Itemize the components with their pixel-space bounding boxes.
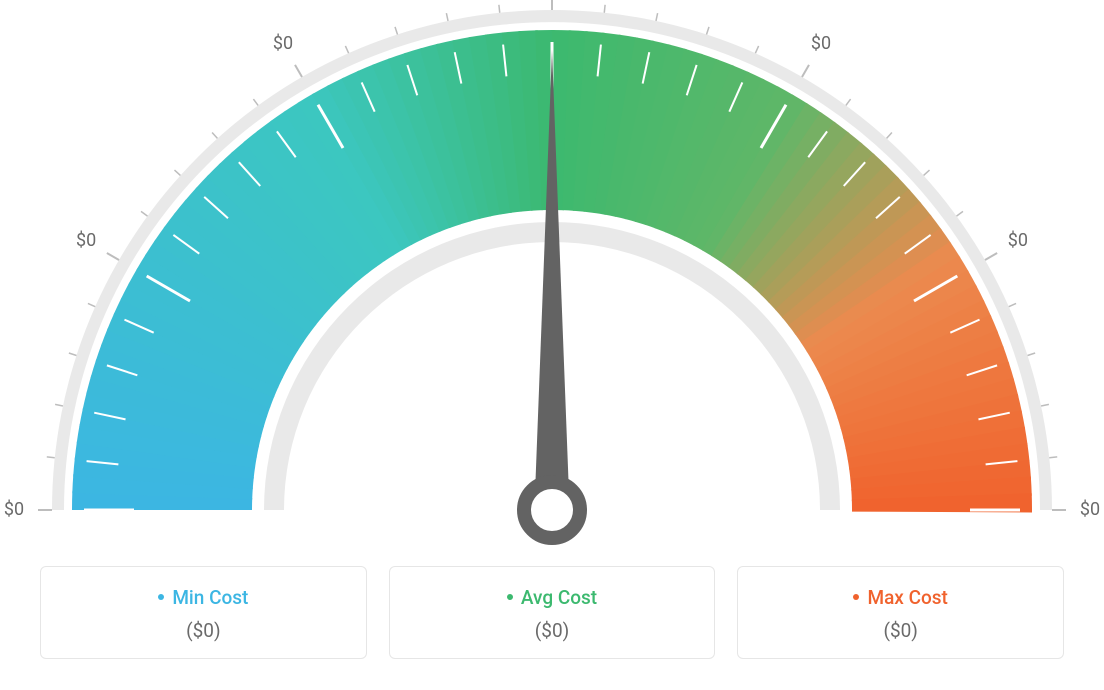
legend-dot-min bbox=[158, 594, 164, 600]
gauge-chart: $0$0$0$0$0$0$0 bbox=[0, 0, 1104, 560]
legend-row: Min Cost ($0) Avg Cost ($0) Max Cost ($0… bbox=[0, 566, 1104, 659]
legend-dot-max bbox=[853, 594, 859, 600]
legend-card-avg: Avg Cost ($0) bbox=[389, 566, 716, 659]
legend-label-min: Min Cost bbox=[172, 586, 248, 609]
legend-value-avg: ($0) bbox=[404, 619, 701, 642]
legend-label-max: Max Cost bbox=[867, 586, 947, 609]
scale-label: $0 bbox=[273, 33, 293, 54]
scale-label: $0 bbox=[1080, 499, 1100, 520]
legend-title-avg: Avg Cost bbox=[507, 586, 597, 609]
scale-label: $0 bbox=[811, 33, 831, 54]
gauge-svg: $0$0$0$0$0$0$0 bbox=[0, 0, 1104, 560]
legend-title-min: Min Cost bbox=[158, 586, 248, 609]
legend-dot-avg bbox=[507, 594, 513, 600]
legend-label-avg: Avg Cost bbox=[521, 586, 597, 609]
legend-title-max: Max Cost bbox=[853, 586, 947, 609]
legend-value-min: ($0) bbox=[55, 619, 352, 642]
scale-label: $0 bbox=[1008, 230, 1028, 251]
legend-card-min: Min Cost ($0) bbox=[40, 566, 367, 659]
legend-card-max: Max Cost ($0) bbox=[737, 566, 1064, 659]
scale-label: $0 bbox=[76, 230, 96, 251]
legend-value-max: ($0) bbox=[752, 619, 1049, 642]
scale-label: $0 bbox=[4, 499, 24, 520]
gauge-hub bbox=[524, 482, 580, 538]
